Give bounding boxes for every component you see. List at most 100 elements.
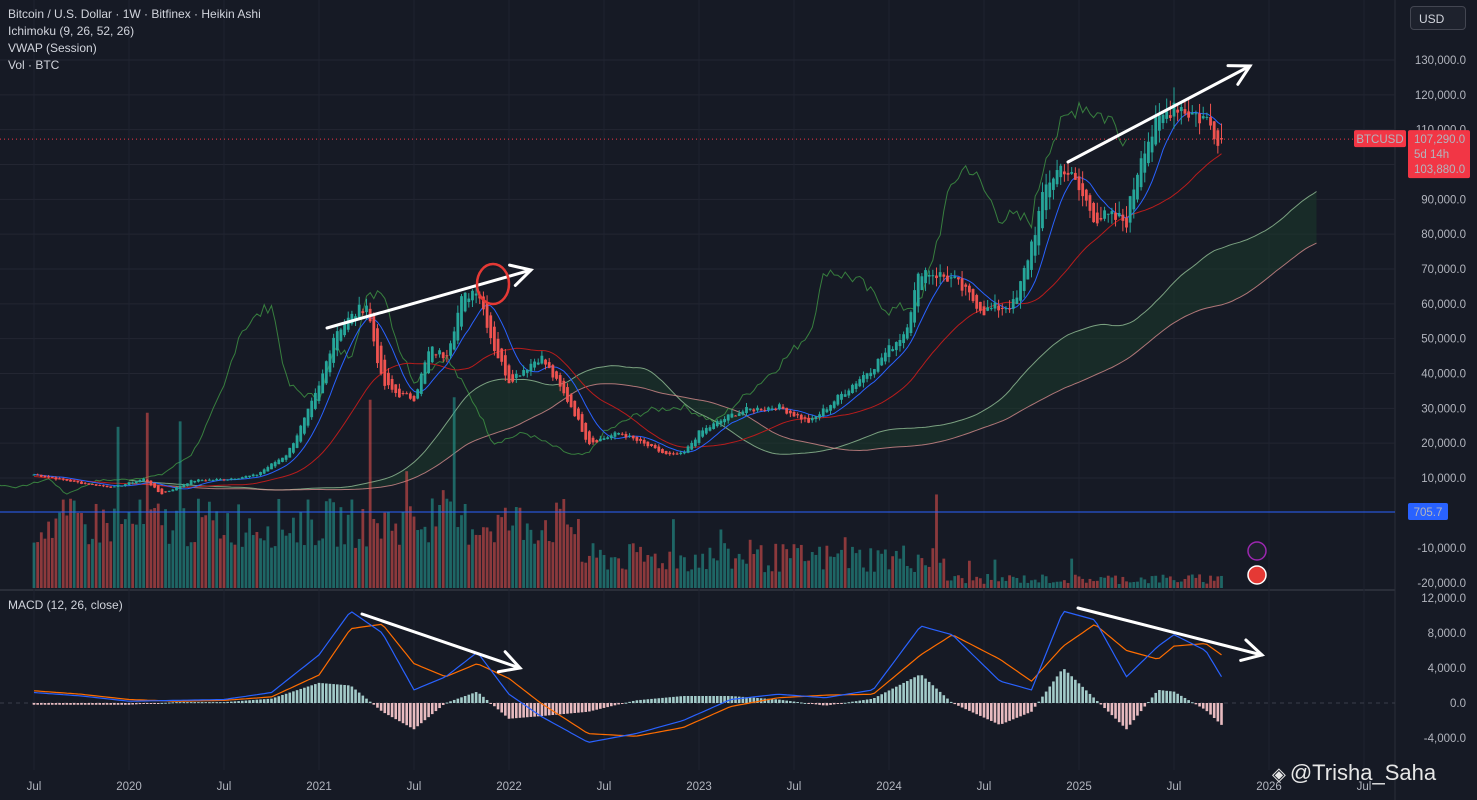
candle-body [876,358,880,372]
volume-bar [1026,582,1030,588]
macd-tick-label: 0.0 [1450,698,1466,710]
volume-bar [562,499,566,588]
macd-histogram-bar [840,703,843,704]
candle-body [1008,308,1011,310]
candle-body [533,361,536,368]
price-tick-label: 40,000.0 [1421,369,1466,381]
volume-tick-label: -10,000.0 [1417,543,1466,555]
candle-body [215,479,219,481]
candle-body [1125,217,1128,228]
macd-histogram-bar [76,703,80,705]
candle-body [566,387,569,402]
volume-bar [1205,583,1209,588]
macd-tick-label: -4,000.0 [1424,733,1466,745]
macd-histogram-bar [284,693,288,703]
candle-body [723,418,726,423]
volume-bar [109,541,113,588]
candle-body [456,312,460,341]
candle-body [679,452,683,455]
candle-body [624,434,628,438]
volume-bar [967,560,971,588]
volume-bar [445,498,449,588]
macd-label[interactable]: MACD (12, 26, close) [8,598,123,612]
volume-bar [591,543,595,588]
macd-histogram-bar [675,696,679,703]
candle-body [865,373,869,379]
candle-body [452,331,456,350]
macd-histogram-bar [1055,676,1059,703]
symbol-title[interactable]: Bitcoin / U.S. Dollar · 1W · Bitfinex · … [8,7,261,21]
macd-signal-line [33,623,1222,737]
macd-histogram-bar [445,702,449,704]
candle-body [756,407,759,411]
candle-body [577,408,580,420]
lagging-span [0,101,1127,495]
candle-body [668,452,672,455]
volume-bar [672,519,675,588]
volume-bar [467,544,471,588]
macd-histogram-bar [1147,701,1150,703]
candle-body [350,313,354,324]
volume-bar [251,535,255,588]
volume-bars [0,397,1395,588]
macd-histogram-bar [686,696,690,703]
volume-bar [631,543,635,588]
currency-selector[interactable]: USD [1410,6,1466,30]
volume-bar [1070,558,1074,588]
volume-bar [767,565,770,588]
volume-bar [558,508,562,588]
macd-histogram-bar [270,698,273,703]
volume-bar [609,557,613,588]
volume-bar [281,529,284,588]
macd-histogram-bar [171,702,175,704]
volume-bar [953,576,957,588]
candle-body [500,348,504,362]
ichimoku-label[interactable]: Ichimoku (9, 26, 52, 26) [8,24,135,38]
macd-histogram-bar [836,703,840,704]
vwap-label[interactable]: VWAP (Session) [8,41,97,55]
volume-bar [449,501,452,588]
volume-bar [215,511,219,588]
volume-bar [734,558,737,588]
volume-label[interactable]: Vol · BTC [8,58,60,72]
volume-bar [350,499,354,588]
macd-histogram-bar [697,696,701,703]
candle-body [635,437,639,441]
macd-histogram-bar [500,703,503,713]
volume-bar [460,515,463,588]
candle-body [1161,114,1165,124]
candle-body [726,414,730,421]
macd-histogram-bar [891,688,894,703]
candle-body [573,400,577,417]
macd-histogram-bar [343,684,346,703]
candle-body [492,326,496,351]
candle-body [770,408,774,410]
candle-body [821,408,825,417]
macd-histogram-bar [50,703,54,705]
volume-bar [189,542,193,588]
macd-histogram-bar [865,699,869,703]
candle-body [240,477,244,479]
macd-histogram-bar [474,692,478,703]
macd-histogram-bar [971,703,975,713]
macd-histogram-bar [328,683,332,703]
macd-histogram-bar [262,699,266,703]
volume-bar [843,537,847,588]
candle-body [321,373,325,394]
candle-body [613,432,617,437]
volume-bar [986,574,990,588]
macd-histogram-bar [887,690,891,703]
volume-bar [1008,575,1011,588]
macd-histogram-bar [153,703,156,704]
candle-body [646,441,650,447]
volume-bar [1019,582,1022,588]
volume-bar [478,535,482,588]
macd-histogram-bar [931,685,935,703]
macd-histogram-bar [295,690,299,703]
macd-histogram-bar [664,697,668,703]
volume-bar [361,509,365,588]
candle-body [788,410,792,414]
time-tick-label: Jul [977,781,992,793]
volume-bar [259,538,262,588]
